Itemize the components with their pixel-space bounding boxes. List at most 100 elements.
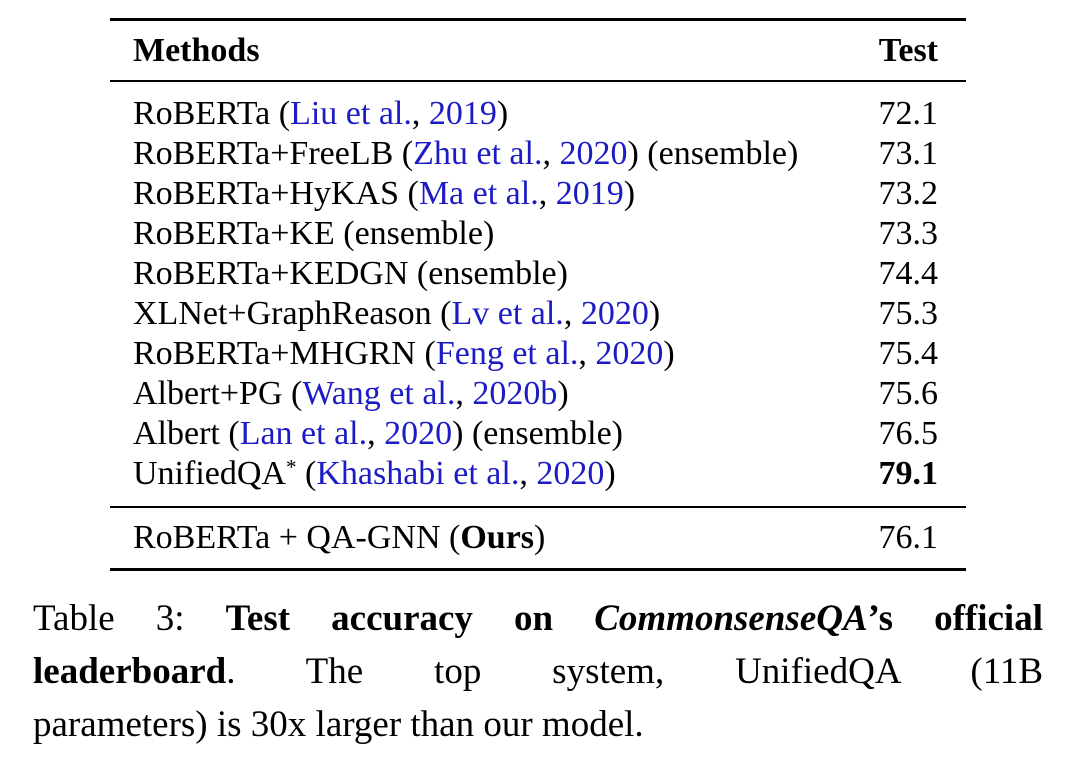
citation-link[interactable]: 2020	[536, 455, 605, 492]
text-segment: RoBERTa+MHGRN (	[133, 335, 436, 372]
text-segment: ,	[455, 375, 473, 412]
text-segment: )	[623, 175, 636, 212]
text-segment: ,	[411, 95, 429, 132]
citation-link[interactable]: Khashabi et al.	[316, 455, 520, 492]
method-name: RoBERTa+KE (ensemble)	[133, 214, 494, 254]
citation-link[interactable]: 2020	[595, 335, 664, 372]
text-segment: ) (ensemble)	[627, 135, 799, 172]
table-row: RoBERTa+FreeLB (Zhu et al., 2020) (ensem…	[133, 134, 938, 174]
text-segment: ,	[542, 135, 560, 172]
text-segment: )	[648, 295, 661, 332]
table-header-row: Methods Test	[110, 21, 966, 80]
citation-link[interactable]: 2020	[384, 415, 453, 452]
text-segment: ’s official	[867, 598, 1043, 639]
table-rule-mid	[110, 506, 966, 508]
text-segment: RoBERTa (	[133, 95, 291, 132]
method-name: RoBERTa (Liu et al., 2019)	[133, 94, 508, 134]
text-segment: RoBERTa+FreeLB (	[133, 135, 414, 172]
table-row: RoBERTa+HyKAS (Ma et al., 2019) 73.2	[133, 174, 938, 214]
table-row: RoBERTa+KEDGN (ensemble) 74.4	[133, 254, 938, 294]
column-header-methods: Methods	[133, 31, 260, 69]
table-row: Albert (Lan et al., 2020) (ensemble) 76.5	[133, 414, 938, 454]
table-row: RoBERTa (Liu et al., 2019) 72.1	[133, 94, 938, 134]
text-segment: )	[557, 375, 569, 412]
caption-line: parameters) is 30x larger than our model…	[33, 698, 1043, 751]
text-segment: RoBERTa + QA-GNN (	[133, 519, 461, 556]
text-segment: UnifiedQA	[133, 455, 286, 492]
citation-link[interactable]: 2020	[580, 295, 649, 332]
test-value: 73.1	[878, 135, 939, 172]
citation-link[interactable]: Lan et al.	[239, 415, 368, 452]
test-value: 79.1	[878, 455, 939, 492]
test-value: 76.1	[878, 519, 939, 556]
text-segment: Ours	[460, 519, 535, 556]
method-name: RoBERTa+MHGRN (Feng et al., 2020)	[133, 334, 675, 374]
text-segment: )	[496, 95, 509, 132]
table-row: RoBERTa+MHGRN (Feng et al., 2020) 75.4	[133, 334, 938, 374]
text-segment: XLNet+GraphReason (	[133, 295, 452, 332]
text-segment: )	[663, 335, 675, 372]
text-segment: ) (ensemble)	[452, 415, 623, 452]
text-segment: (	[296, 455, 317, 492]
method-name: Albert (Lan et al., 2020) (ensemble)	[133, 414, 623, 454]
results-table: Methods Test RoBERTa (Liu et al., 2019) 7…	[110, 18, 966, 571]
text-segment: Test accuracy on	[225, 598, 595, 639]
text-segment: ,	[367, 415, 385, 452]
table-body: RoBERTa (Liu et al., 2019) 72.1 RoBERTa+Fr…	[110, 82, 966, 506]
text-segment: RoBERTa+KEDGN (ensemble)	[133, 255, 568, 292]
table-rule-top	[110, 18, 966, 21]
ours-row-section: RoBERTa + QA-GNN (Ours) 76.1	[110, 508, 966, 568]
test-value: 72.1	[878, 95, 939, 132]
test-value: 75.4	[878, 335, 939, 372]
test-value: 76.5	[878, 415, 939, 452]
test-value: 75.6	[878, 375, 939, 412]
citation-link[interactable]: 2019	[428, 95, 497, 132]
method-name: UnifiedQA* (Khashabi et al., 2020)	[133, 454, 616, 494]
method-name: XLNet+GraphReason (Lv et al., 2020)	[133, 294, 660, 334]
citation-link[interactable]: Ma et al.	[418, 175, 539, 212]
text-segment: ,	[578, 335, 596, 372]
caption-line: Table 3: Test accuracy on CommonsenseQA’…	[33, 592, 1043, 645]
citation-link[interactable]: Feng et al.	[435, 335, 579, 372]
test-value: 75.3	[878, 295, 939, 332]
table-row: RoBERTa + QA-GNN (Ours) 76.1	[133, 518, 938, 558]
caption-line: leaderboard. The top system, UnifiedQA (…	[33, 645, 1043, 698]
text-segment: )	[534, 519, 546, 556]
column-header-test: Test	[878, 31, 938, 69]
citation-link[interactable]: 2020b	[472, 375, 558, 412]
test-value: 74.4	[878, 255, 939, 292]
method-name: Albert+PG (Wang et al., 2020b)	[133, 374, 569, 414]
text-segment: leaderboard	[33, 651, 227, 692]
superscript-asterisk: *	[285, 455, 297, 479]
test-value: 73.2	[878, 175, 939, 212]
table-rule-header	[110, 80, 966, 82]
method-name: RoBERTa+KEDGN (ensemble)	[133, 254, 568, 294]
table-row: RoBERTa+KE (ensemble) 73.3	[133, 214, 938, 254]
table-row: UnifiedQA* (Khashabi et al., 2020) 79.1	[133, 454, 938, 494]
citation-link[interactable]: Lv et al.	[451, 295, 564, 332]
citation-link[interactable]: 2019	[555, 175, 624, 212]
method-name: RoBERTa+FreeLB (Zhu et al., 2020) (ensem…	[133, 134, 798, 174]
table-row: XLNet+GraphReason (Lv et al., 2020) 75.3	[133, 294, 938, 334]
text-segment: Albert+PG (	[133, 375, 303, 412]
text-segment: ,	[563, 295, 581, 332]
text-segment: . The top system, UnifiedQA (11B	[226, 651, 1043, 692]
text-segment: )	[604, 455, 616, 492]
method-name: RoBERTa+HyKAS (Ma et al., 2019)	[133, 174, 635, 214]
table-row: Albert+PG (Wang et al., 2020b) 75.6	[133, 374, 938, 414]
table-rule-bottom	[110, 568, 966, 571]
text-segment: Albert (	[133, 415, 240, 452]
citation-link[interactable]: 2020	[559, 135, 628, 172]
citation-link[interactable]: Wang et al.	[302, 375, 456, 412]
text-segment: parameters) is 30x larger than our model…	[33, 704, 644, 745]
table-caption: Table 3: Test accuracy on CommonsenseQA’…	[33, 592, 1043, 751]
test-value: 73.3	[878, 215, 939, 252]
text-segment: RoBERTa+KE (ensemble)	[133, 215, 495, 252]
text-segment: ,	[519, 455, 537, 492]
text-segment: ,	[538, 175, 556, 212]
text-segment: Table 3:	[33, 598, 226, 639]
citation-link[interactable]: Zhu et al.	[413, 135, 543, 172]
citation-link[interactable]: Liu et al.	[290, 95, 412, 132]
text-segment: CommonsenseQA	[594, 598, 868, 639]
method-name: RoBERTa + QA-GNN (Ours)	[133, 518, 545, 558]
